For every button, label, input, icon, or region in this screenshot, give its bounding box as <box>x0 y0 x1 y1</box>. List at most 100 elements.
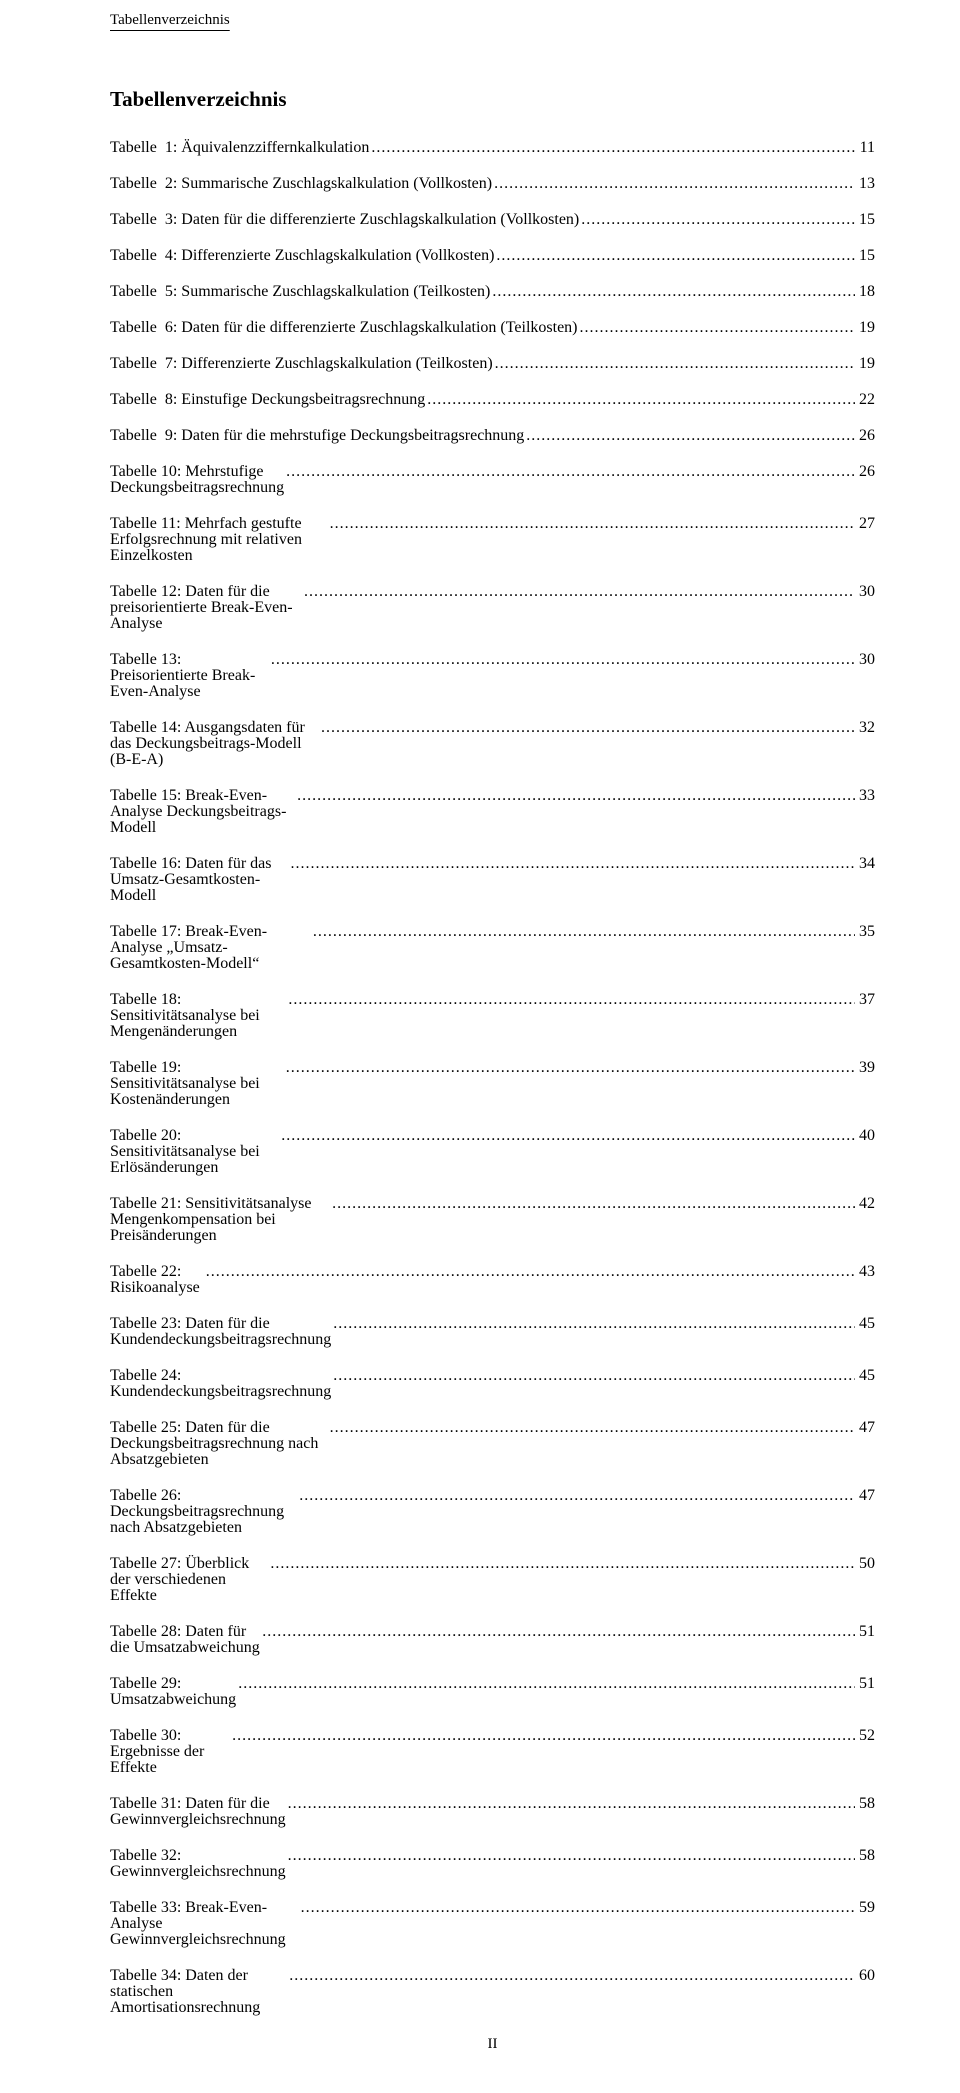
toc-leaders <box>299 1900 855 1916</box>
toc-leaders <box>289 856 855 872</box>
toc-row: Tabelle 34: Daten der statischen Amortis… <box>110 1968 875 2016</box>
toc-leaders <box>297 1488 855 1504</box>
toc-entry-page: 11 <box>856 140 875 156</box>
toc-leaders <box>331 1316 855 1332</box>
toc-entry-page: 58 <box>855 1796 875 1812</box>
toc-row: Tabelle 5: Summarische Zuschlagskalkulat… <box>110 284 875 300</box>
toc-row: Tabelle 22: Risikoanalyse 43 <box>110 1264 875 1296</box>
toc-row: Tabelle 8: Einstufige Deckungsbeitragsre… <box>110 392 875 408</box>
toc-entry-page: 30 <box>855 652 875 668</box>
toc-entry-label: Tabelle 32: Gewinnvergleichsrechnung <box>110 1848 286 1880</box>
toc-entry-page: 18 <box>855 284 875 300</box>
toc-entry-label: Tabelle 33: Break-Even-Analyse Gewinnver… <box>110 1900 299 1948</box>
toc-row: Tabelle 9: Daten für die mehrstufige Dec… <box>110 428 875 444</box>
toc-leaders <box>286 1796 855 1812</box>
toc-entry-page: 50 <box>855 1556 875 1572</box>
toc-entry-page: 35 <box>855 924 875 940</box>
toc-entry-label: Tabelle 29: Umsatzabweichung <box>110 1676 236 1708</box>
toc-entry-label: Tabelle 14: Ausgangsdaten für das Deckun… <box>110 720 319 768</box>
toc-entry-label: Tabelle 5: Summarische Zuschlagskalkulat… <box>110 284 490 300</box>
toc-entry-page: 47 <box>855 1488 875 1504</box>
toc-row: Tabelle 18: Sensitivitätsanalyse bei Men… <box>110 992 875 1040</box>
toc-leaders <box>204 1264 855 1280</box>
toc-entry-page: 27 <box>855 516 875 532</box>
toc-entry-page: 40 <box>855 1128 875 1144</box>
toc-entry-label: Tabelle 19: Sensitivitätsanalyse bei Kos… <box>110 1060 284 1108</box>
toc-leaders <box>286 1848 855 1864</box>
toc-row: Tabelle 13: Preisorientierte Break-Even-… <box>110 652 875 700</box>
toc-row: Tabelle 14: Ausgangsdaten für das Deckun… <box>110 720 875 768</box>
toc-entry-page: 51 <box>855 1676 875 1692</box>
toc-entry-page: 26 <box>855 464 875 480</box>
toc-entry-label: Tabelle 1: Äquivalenzziffernkalkulation <box>110 140 369 156</box>
toc-entry-label: Tabelle 2: Summarische Zuschlagskalkulat… <box>110 176 492 192</box>
toc-row: Tabelle 17: Break-Even-Analyse „Umsatz-G… <box>110 924 875 972</box>
toc-entry-page: 22 <box>855 392 875 408</box>
toc-entry-page: 19 <box>855 320 875 336</box>
toc-leaders <box>490 284 855 300</box>
toc-row: Tabelle 15: Break-Even-Analyse Deckungsb… <box>110 788 875 836</box>
toc-entry-label: Tabelle 24: Kundendeckungsbeitragsrechnu… <box>110 1368 331 1400</box>
toc-row: Tabelle 6: Daten für die differenzierte … <box>110 320 875 336</box>
toc-row: Tabelle 20: Sensitivitätsanalyse bei Erl… <box>110 1128 875 1176</box>
toc-leaders <box>302 584 855 600</box>
toc-entry-label: Tabelle 26: Deckungsbeitragsrechnung nac… <box>110 1488 297 1536</box>
toc-entry-label: Tabelle 7: Differenzierte Zuschlagskalku… <box>110 356 493 372</box>
toc-entry-label: Tabelle 18: Sensitivitätsanalyse bei Men… <box>110 992 286 1040</box>
toc-row: Tabelle 24: Kundendeckungsbeitragsrechnu… <box>110 1368 875 1400</box>
page-title: Tabellenverzeichnis <box>110 87 875 112</box>
toc-row: Tabelle 31: Daten für die Gewinnvergleic… <box>110 1796 875 1828</box>
toc-row: Tabelle 32: Gewinnvergleichsrechnung 58 <box>110 1848 875 1880</box>
document-page: Tabellenverzeichnis Tabellenverzeichnis … <box>0 0 960 2093</box>
toc-row: Tabelle 7: Differenzierte Zuschlagskalku… <box>110 356 875 372</box>
toc-leaders <box>295 788 855 804</box>
toc-row: Tabelle 4: Differenzierte Zuschlagskalku… <box>110 248 875 264</box>
toc-entry-page: 26 <box>855 428 875 444</box>
toc-leaders <box>492 176 855 192</box>
toc-row: Tabelle 2: Summarische Zuschlagskalkulat… <box>110 176 875 192</box>
toc-row: Tabelle 30: Ergebnisse der Effekte 52 <box>110 1728 875 1776</box>
toc-entry-label: Tabelle 20: Sensitivitätsanalyse bei Erl… <box>110 1128 279 1176</box>
toc-entry-page: 59 <box>855 1900 875 1916</box>
toc-entry-label: Tabelle 3: Daten für die differenzierte … <box>110 212 579 228</box>
toc-entry-label: Tabelle 15: Break-Even-Analyse Deckungsb… <box>110 788 295 836</box>
toc-entry-label: Tabelle 30: Ergebnisse der Effekte <box>110 1728 230 1776</box>
toc-leaders <box>578 320 855 336</box>
toc-leaders <box>493 356 855 372</box>
toc-entry-page: 15 <box>855 212 875 228</box>
toc-row: Tabelle 27: Überblick der verschiedenen … <box>110 1556 875 1604</box>
page-number: II <box>110 2036 875 2053</box>
toc-leaders <box>330 1196 855 1212</box>
toc-entry-page: 19 <box>855 356 875 372</box>
toc-entry-label: Tabelle 8: Einstufige Deckungsbeitragsre… <box>110 392 425 408</box>
toc-leaders <box>331 1368 855 1384</box>
toc-entry-page: 45 <box>855 1368 875 1384</box>
toc-entry-label: Tabelle 34: Daten der statischen Amortis… <box>110 1968 287 2016</box>
toc-entry-page: 52 <box>855 1728 875 1744</box>
toc-entry-page: 33 <box>855 788 875 804</box>
toc-entry-label: Tabelle 16: Daten für das Umsatz-Gesamtk… <box>110 856 289 904</box>
toc-leaders <box>284 464 855 480</box>
toc-entry-label: Tabelle 6: Daten für die differenzierte … <box>110 320 578 336</box>
toc-leaders <box>579 212 855 228</box>
toc-entry-page: 30 <box>855 584 875 600</box>
toc-entry-page: 43 <box>855 1264 875 1280</box>
toc-row: Tabelle 3: Daten für die differenzierte … <box>110 212 875 228</box>
toc-leaders <box>286 992 855 1008</box>
toc-entry-label: Tabelle 22: Risikoanalyse <box>110 1264 204 1296</box>
toc-entry-page: 58 <box>855 1848 875 1864</box>
toc-entry-page: 32 <box>855 720 875 736</box>
toc-entry-page: 37 <box>855 992 875 1008</box>
toc-leaders <box>311 924 855 940</box>
toc-entry-label: Tabelle 12: Daten für die preisorientier… <box>110 584 302 632</box>
toc-leaders <box>268 1556 855 1572</box>
toc-row: Tabelle 29: Umsatzabweichung 51 <box>110 1676 875 1708</box>
toc-row: Tabelle 23: Daten für die Kundendeckungs… <box>110 1316 875 1348</box>
toc-leaders <box>284 1060 855 1076</box>
toc-leaders <box>494 248 855 264</box>
toc-row: Tabelle 25: Daten für die Deckungsbeitra… <box>110 1420 875 1468</box>
toc-row: Tabelle 21: Sensitivitätsanalyse Mengenk… <box>110 1196 875 1244</box>
toc-row: Tabelle 26: Deckungsbeitragsrechnung nac… <box>110 1488 875 1536</box>
toc-entry-label: Tabelle 31: Daten für die Gewinnvergleic… <box>110 1796 286 1828</box>
toc-entry-label: Tabelle 10: Mehrstufige Deckungsbeitrags… <box>110 464 284 496</box>
